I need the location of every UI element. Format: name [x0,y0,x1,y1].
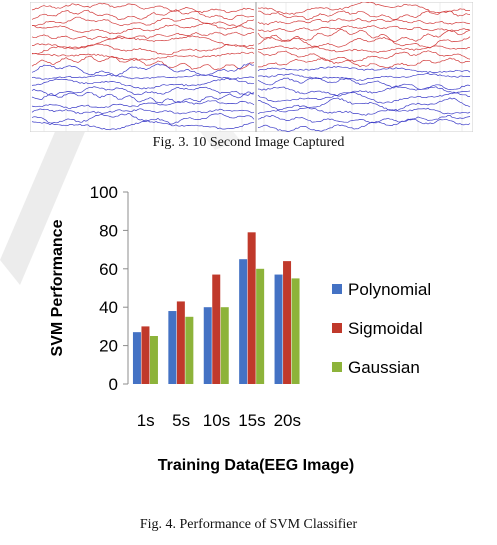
y-tick-label: 100 [90,183,118,202]
watermark-stroke [0,120,90,285]
x-tick-label: 1s [137,411,155,430]
eeg-trace [257,45,471,53]
eeg-trace [257,114,471,124]
bar-gaussian-5s [185,316,194,384]
bar-gaussian-1s [149,336,158,384]
x-tick-label: 15s [238,411,265,430]
legend: Polynomial Sigmoidal Gaussian [332,280,431,377]
eeg-image [30,2,473,132]
eeg-trace [257,18,471,26]
y-tick-label: 60 [99,260,118,279]
x-axis-ticks: 1s 5s 10s 15s 20s [137,411,301,430]
bar-sigmoidal-15s [247,232,256,384]
y-tick-label: 0 [109,375,118,394]
bar-sigmoidal-20s [283,261,292,384]
eeg-trace [257,36,471,49]
eeg-trace [31,100,255,110]
legend-swatch-polynomial [332,284,342,294]
eeg-trace [31,43,255,56]
eeg-trace [31,55,255,71]
eeg-trace [31,120,255,130]
eeg-trace [257,66,471,73]
eeg-trace [257,118,471,132]
y-tick-label: 20 [99,337,118,356]
figure-3-caption: Fig. 3. 10 Second Image Captured [152,135,345,150]
y-axis-ticks: 0 20 40 60 80 100 [90,183,128,394]
x-tick-label: 5s [172,411,190,430]
x-tick-label: 20s [274,411,301,430]
legend-swatch-sigmoidal [332,323,342,333]
bar-polynomial-20s [274,274,283,384]
eeg-trace [257,107,471,116]
eeg-trace [31,108,255,115]
eeg-trace [31,31,255,40]
eeg-trace [257,2,471,15]
bar-polynomial-5s [168,311,177,384]
x-axis-label: Training Data(EEG Image) [158,457,354,474]
eeg-trace [31,78,255,90]
eeg-trace [31,51,255,62]
eeg-trace [257,91,470,104]
eeg-trace [257,25,471,32]
svm-performance-chart: 0 20 40 60 80 100 1s 5s 10s 15s 20s SVM Performan… [49,183,431,474]
bar-polynomial-1s [132,332,141,384]
eeg-trace [258,57,471,69]
eeg-trace [31,73,255,80]
bar-polynomial-10s [203,307,212,384]
eeg-trace [257,73,470,81]
bar-gaussian-20s [291,278,300,384]
bars [132,232,300,384]
eeg-trace [32,22,255,35]
eeg-trace [31,86,255,96]
bar-polynomial-15s [239,259,248,384]
eeg-trace [257,77,471,91]
eeg-traces [31,2,471,132]
legend-label-gaussian: Gaussian [348,358,420,377]
eeg-trace [31,2,255,14]
eeg-trace [31,63,255,77]
bar-sigmoidal-1s [141,326,150,384]
y-tick-label: 40 [99,298,118,317]
eeg-trace [31,9,255,20]
legend-label-polynomial: Polynomial [348,280,431,299]
eeg-trace [257,97,471,112]
legend-swatch-gaussian [332,362,342,372]
bar-gaussian-15s [256,268,265,384]
y-axis-label: SVM Performance [49,219,66,356]
eeg-trace [31,16,255,27]
eeg-trace [31,113,255,125]
eeg-trace [257,86,471,97]
bar-sigmoidal-10s [212,274,221,384]
figure-4-caption: Fig. 4. Performance of SVM Classifier [139,517,358,532]
eeg-trace [31,35,255,49]
eeg-trace [257,10,471,21]
y-tick-label: 80 [99,221,118,240]
bar-gaussian-10s [220,307,229,384]
x-tick-label: 10s [203,411,230,430]
eeg-trace [31,91,255,104]
eeg-border [30,2,473,132]
bar-sigmoidal-5s [176,301,185,384]
legend-label-sigmoidal: Sigmoidal [348,319,423,338]
eeg-trace [257,50,471,63]
